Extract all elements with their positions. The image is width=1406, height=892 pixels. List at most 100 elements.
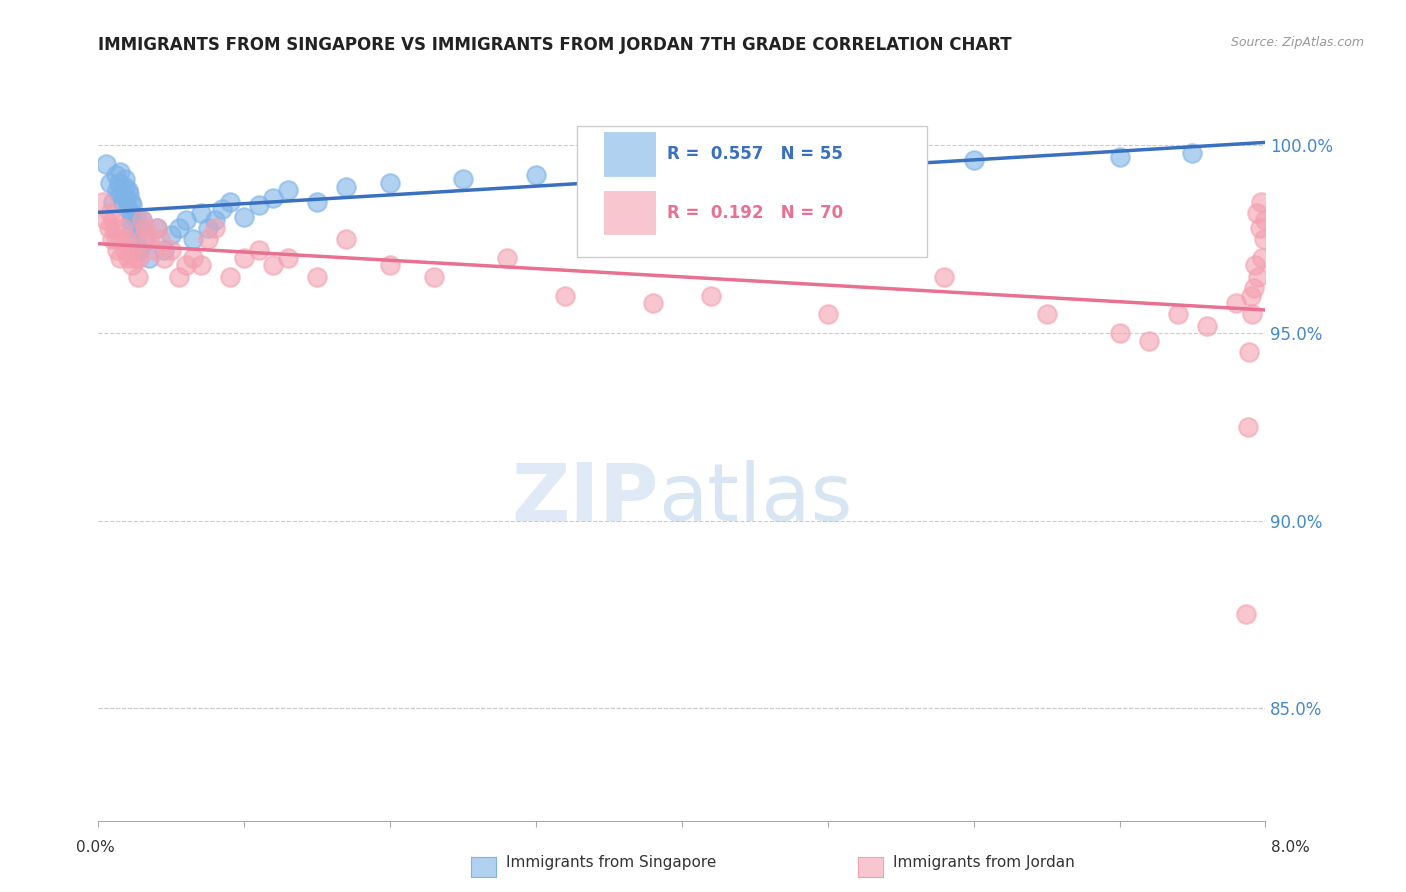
Point: [146, 221, 169, 235]
Point: [112, 221, 135, 235]
Point: [233, 251, 256, 265]
Point: [1240, 288, 1263, 302]
Point: [934, 269, 956, 284]
Point: [641, 296, 664, 310]
Point: [134, 221, 156, 235]
Point: [127, 269, 149, 284]
Point: [110, 232, 132, 246]
Point: [149, 232, 172, 246]
Point: [307, 194, 329, 209]
Point: [120, 194, 142, 209]
Point: [104, 169, 127, 183]
Point: [204, 213, 226, 227]
Point: [138, 232, 160, 246]
Point: [218, 269, 240, 284]
Point: [190, 259, 212, 273]
Point: [496, 251, 519, 265]
Point: [117, 202, 139, 217]
Point: [120, 206, 142, 220]
Point: [101, 194, 124, 209]
Point: [233, 210, 256, 224]
Text: Source: ZipAtlas.com: Source: ZipAtlas.com: [1230, 36, 1364, 49]
Point: [167, 269, 190, 284]
FancyBboxPatch shape: [576, 126, 927, 258]
Point: [115, 232, 138, 246]
Point: [817, 161, 839, 175]
Point: [524, 169, 547, 183]
Point: [153, 251, 176, 265]
Point: [114, 244, 136, 258]
Point: [1195, 318, 1218, 333]
Point: [277, 251, 299, 265]
Point: [104, 232, 127, 246]
Point: [307, 269, 329, 284]
Point: [744, 157, 766, 171]
Point: [167, 221, 190, 235]
Point: [128, 251, 150, 265]
Point: [1035, 307, 1057, 321]
Point: [554, 288, 576, 302]
Point: [1249, 221, 1271, 235]
Point: [128, 244, 150, 258]
Point: [190, 206, 212, 220]
Point: [1250, 194, 1272, 209]
Point: [131, 221, 153, 235]
Point: [181, 232, 204, 246]
Point: [1243, 281, 1265, 295]
Point: [1225, 296, 1247, 310]
Point: [121, 221, 143, 235]
Point: [121, 198, 143, 212]
Point: [197, 232, 219, 246]
Point: [134, 232, 156, 246]
Point: [1254, 213, 1277, 227]
Point: [1253, 232, 1275, 246]
Point: [110, 251, 132, 265]
Point: [142, 244, 165, 258]
Point: [262, 259, 284, 273]
Point: [1251, 251, 1274, 265]
Point: [211, 202, 233, 217]
Point: [125, 210, 148, 224]
Point: [117, 184, 139, 198]
Point: [105, 184, 128, 198]
Point: [146, 221, 169, 235]
Point: [101, 213, 124, 227]
Point: [124, 232, 146, 246]
FancyBboxPatch shape: [603, 191, 655, 234]
Point: [94, 157, 117, 171]
Point: [138, 251, 160, 265]
Text: Immigrants from Singapore: Immigrants from Singapore: [506, 855, 717, 870]
Point: [1241, 307, 1264, 321]
Point: [1239, 344, 1261, 359]
Point: [962, 153, 984, 168]
Point: [380, 176, 402, 190]
Point: [1247, 269, 1270, 284]
Text: Immigrants from Jordan: Immigrants from Jordan: [893, 855, 1074, 870]
FancyBboxPatch shape: [603, 132, 655, 176]
Point: [124, 251, 146, 265]
Point: [91, 194, 114, 209]
Point: [1137, 334, 1160, 348]
Text: R =  0.192   N = 70: R = 0.192 N = 70: [666, 203, 842, 222]
Point: [890, 157, 912, 171]
Point: [1237, 419, 1260, 434]
Text: IMMIGRANTS FROM SINGAPORE VS IMMIGRANTS FROM JORDAN 7TH GRADE CORRELATION CHART: IMMIGRANTS FROM SINGAPORE VS IMMIGRANTS …: [98, 36, 1012, 54]
Point: [114, 172, 136, 186]
Point: [103, 221, 125, 235]
Point: [160, 228, 183, 243]
Point: [108, 176, 131, 190]
Point: [817, 307, 839, 321]
Point: [1244, 259, 1267, 273]
Point: [1108, 326, 1130, 340]
Point: [1108, 150, 1130, 164]
Text: 8.0%: 8.0%: [1271, 840, 1310, 855]
Point: [131, 232, 153, 246]
Point: [97, 221, 120, 235]
Text: ZIP: ZIP: [512, 459, 658, 538]
Point: [181, 251, 204, 265]
Point: [120, 213, 142, 227]
Point: [277, 184, 299, 198]
Point: [120, 244, 142, 258]
Point: [98, 206, 121, 220]
Point: [115, 191, 138, 205]
